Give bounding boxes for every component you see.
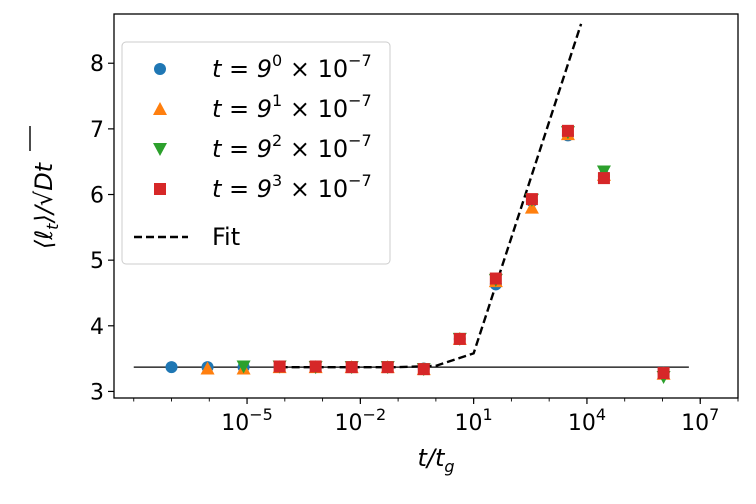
y-tick-label-3: 3	[90, 380, 104, 405]
x-tick-label-4: 107	[681, 405, 719, 436]
series-3-point-6	[489, 272, 502, 285]
series-0-point-0	[165, 361, 178, 374]
series-2-point-0	[236, 360, 251, 374]
axes: 3 4 5 6 7 8 10−5 10−2 101 104 107 t/tg ⟨ℓt⟩/√Dt	[29, 13, 739, 476]
legend-label-0: t = 90 × 10−7	[212, 51, 372, 83]
series-3-point-10	[657, 367, 670, 380]
series-3-point-4	[417, 363, 430, 376]
legend-marker-3	[154, 183, 166, 195]
y-tick-label-4: 4	[90, 315, 104, 340]
series-3-point-9	[597, 172, 610, 185]
series-3-point-0	[273, 360, 286, 373]
x-tick-label-1: 10−2	[335, 405, 387, 436]
y-axis-title: ⟨ℓt⟩/√Dt	[30, 161, 62, 249]
plot-area	[133, 23, 689, 384]
series-3-point-7	[525, 193, 538, 206]
legend: t = 90 × 10−7 t = 91 × 10−7 t = 92 × 10−7 t…	[121, 41, 391, 265]
series-1-point-0	[200, 361, 215, 375]
y-tick-label-7: 7	[90, 118, 104, 143]
legend-marker-2	[153, 143, 167, 156]
fit-line	[279, 23, 583, 369]
series-3-point-8	[561, 124, 574, 137]
y-tick-label-5: 5	[90, 249, 104, 274]
x-tick-label-3: 104	[568, 405, 606, 436]
plot-clip-group	[133, 23, 689, 384]
series-1-point-9	[524, 200, 539, 214]
series-3-point-5	[453, 332, 466, 345]
y-tick-label-6: 6	[90, 184, 104, 209]
legend-label-fit: Fit	[212, 223, 240, 251]
series-3-point-2	[345, 361, 358, 374]
legend-marker-1	[153, 102, 167, 115]
series-2-point-10	[596, 165, 611, 179]
legend-label-1: t = 91 × 10−7	[212, 91, 372, 123]
series-3-point-1	[309, 360, 322, 373]
axes-frame	[113, 13, 739, 399]
legend-label-3: t = 93 × 10−7	[212, 171, 372, 203]
x-tick-label-0: 10−5	[221, 405, 273, 436]
series-3-point-3	[381, 361, 394, 374]
x-axis-title: t/tg	[417, 444, 454, 476]
legend-marker-0	[154, 63, 166, 75]
x-tick-label-2: 101	[455, 405, 493, 436]
legend-box	[121, 41, 391, 265]
legend-label-2: t = 92 × 10−7	[212, 131, 372, 163]
y-tick-label-8: 8	[90, 52, 104, 77]
